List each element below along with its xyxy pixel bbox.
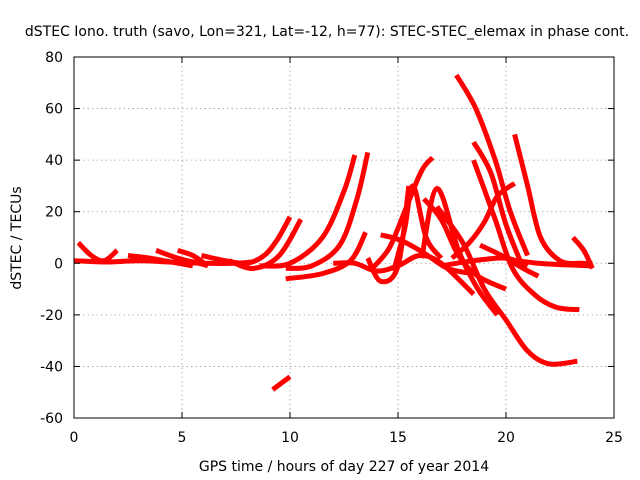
- y-axis-label: dSTEC / TECUs: [9, 186, 25, 289]
- x-tick-label: 5: [178, 430, 187, 446]
- y-tick-label: -20: [40, 308, 63, 324]
- plot-frame: [73, 56, 615, 419]
- y-tick-label: 60: [45, 102, 63, 118]
- x-tick-label: 15: [389, 430, 407, 446]
- y-tick-label: 40: [45, 153, 63, 169]
- series-line-arc-20: [454, 73, 530, 257]
- series-line-arc-6: [200, 215, 293, 266]
- series-line-arc-19: [434, 205, 578, 367]
- y-tick-label: 20: [45, 205, 63, 221]
- x-tick-label: 20: [497, 430, 515, 446]
- chart-title: dSTEC Iono. truth (savo, Lon=321, Lat=-1…: [25, 24, 629, 40]
- y-tick-label: -60: [40, 411, 63, 427]
- series-line-arc-10: [285, 151, 371, 271]
- series-line-arc-27: [516, 258, 593, 269]
- y-tick-label: 80: [45, 50, 63, 66]
- series-group: [73, 73, 595, 392]
- series-line-arc-21: [471, 140, 526, 270]
- y-tick-label: -40: [40, 359, 63, 375]
- axis-ticks: 0 5 10 15 20 25 -60 -40 -20 0 20 40 60 80: [40, 50, 623, 446]
- series-line-arc-1: [76, 240, 119, 264]
- series-line-arc-12: [333, 252, 476, 297]
- series-line-arc-8: [271, 374, 292, 392]
- x-tick-label: 25: [605, 430, 623, 446]
- series-line-arc-25: [478, 242, 540, 279]
- x-tick-label: 10: [281, 430, 299, 446]
- series-line-arc-11: [285, 231, 368, 282]
- series-line-arc-28: [571, 235, 595, 270]
- series-line-arc-23: [450, 181, 517, 261]
- x-axis-label: GPS time / hours of day 227 of year 2014: [199, 459, 489, 475]
- series-line-arc-22: [471, 159, 580, 313]
- series-line-arc-3: [127, 253, 194, 269]
- x-tick-label: 0: [70, 430, 79, 446]
- series-line-arc-16: [391, 183, 444, 272]
- series-line-arc-5: [176, 248, 210, 268]
- series-line-arc-9: [259, 154, 358, 269]
- y-tick-label: 0: [54, 256, 63, 272]
